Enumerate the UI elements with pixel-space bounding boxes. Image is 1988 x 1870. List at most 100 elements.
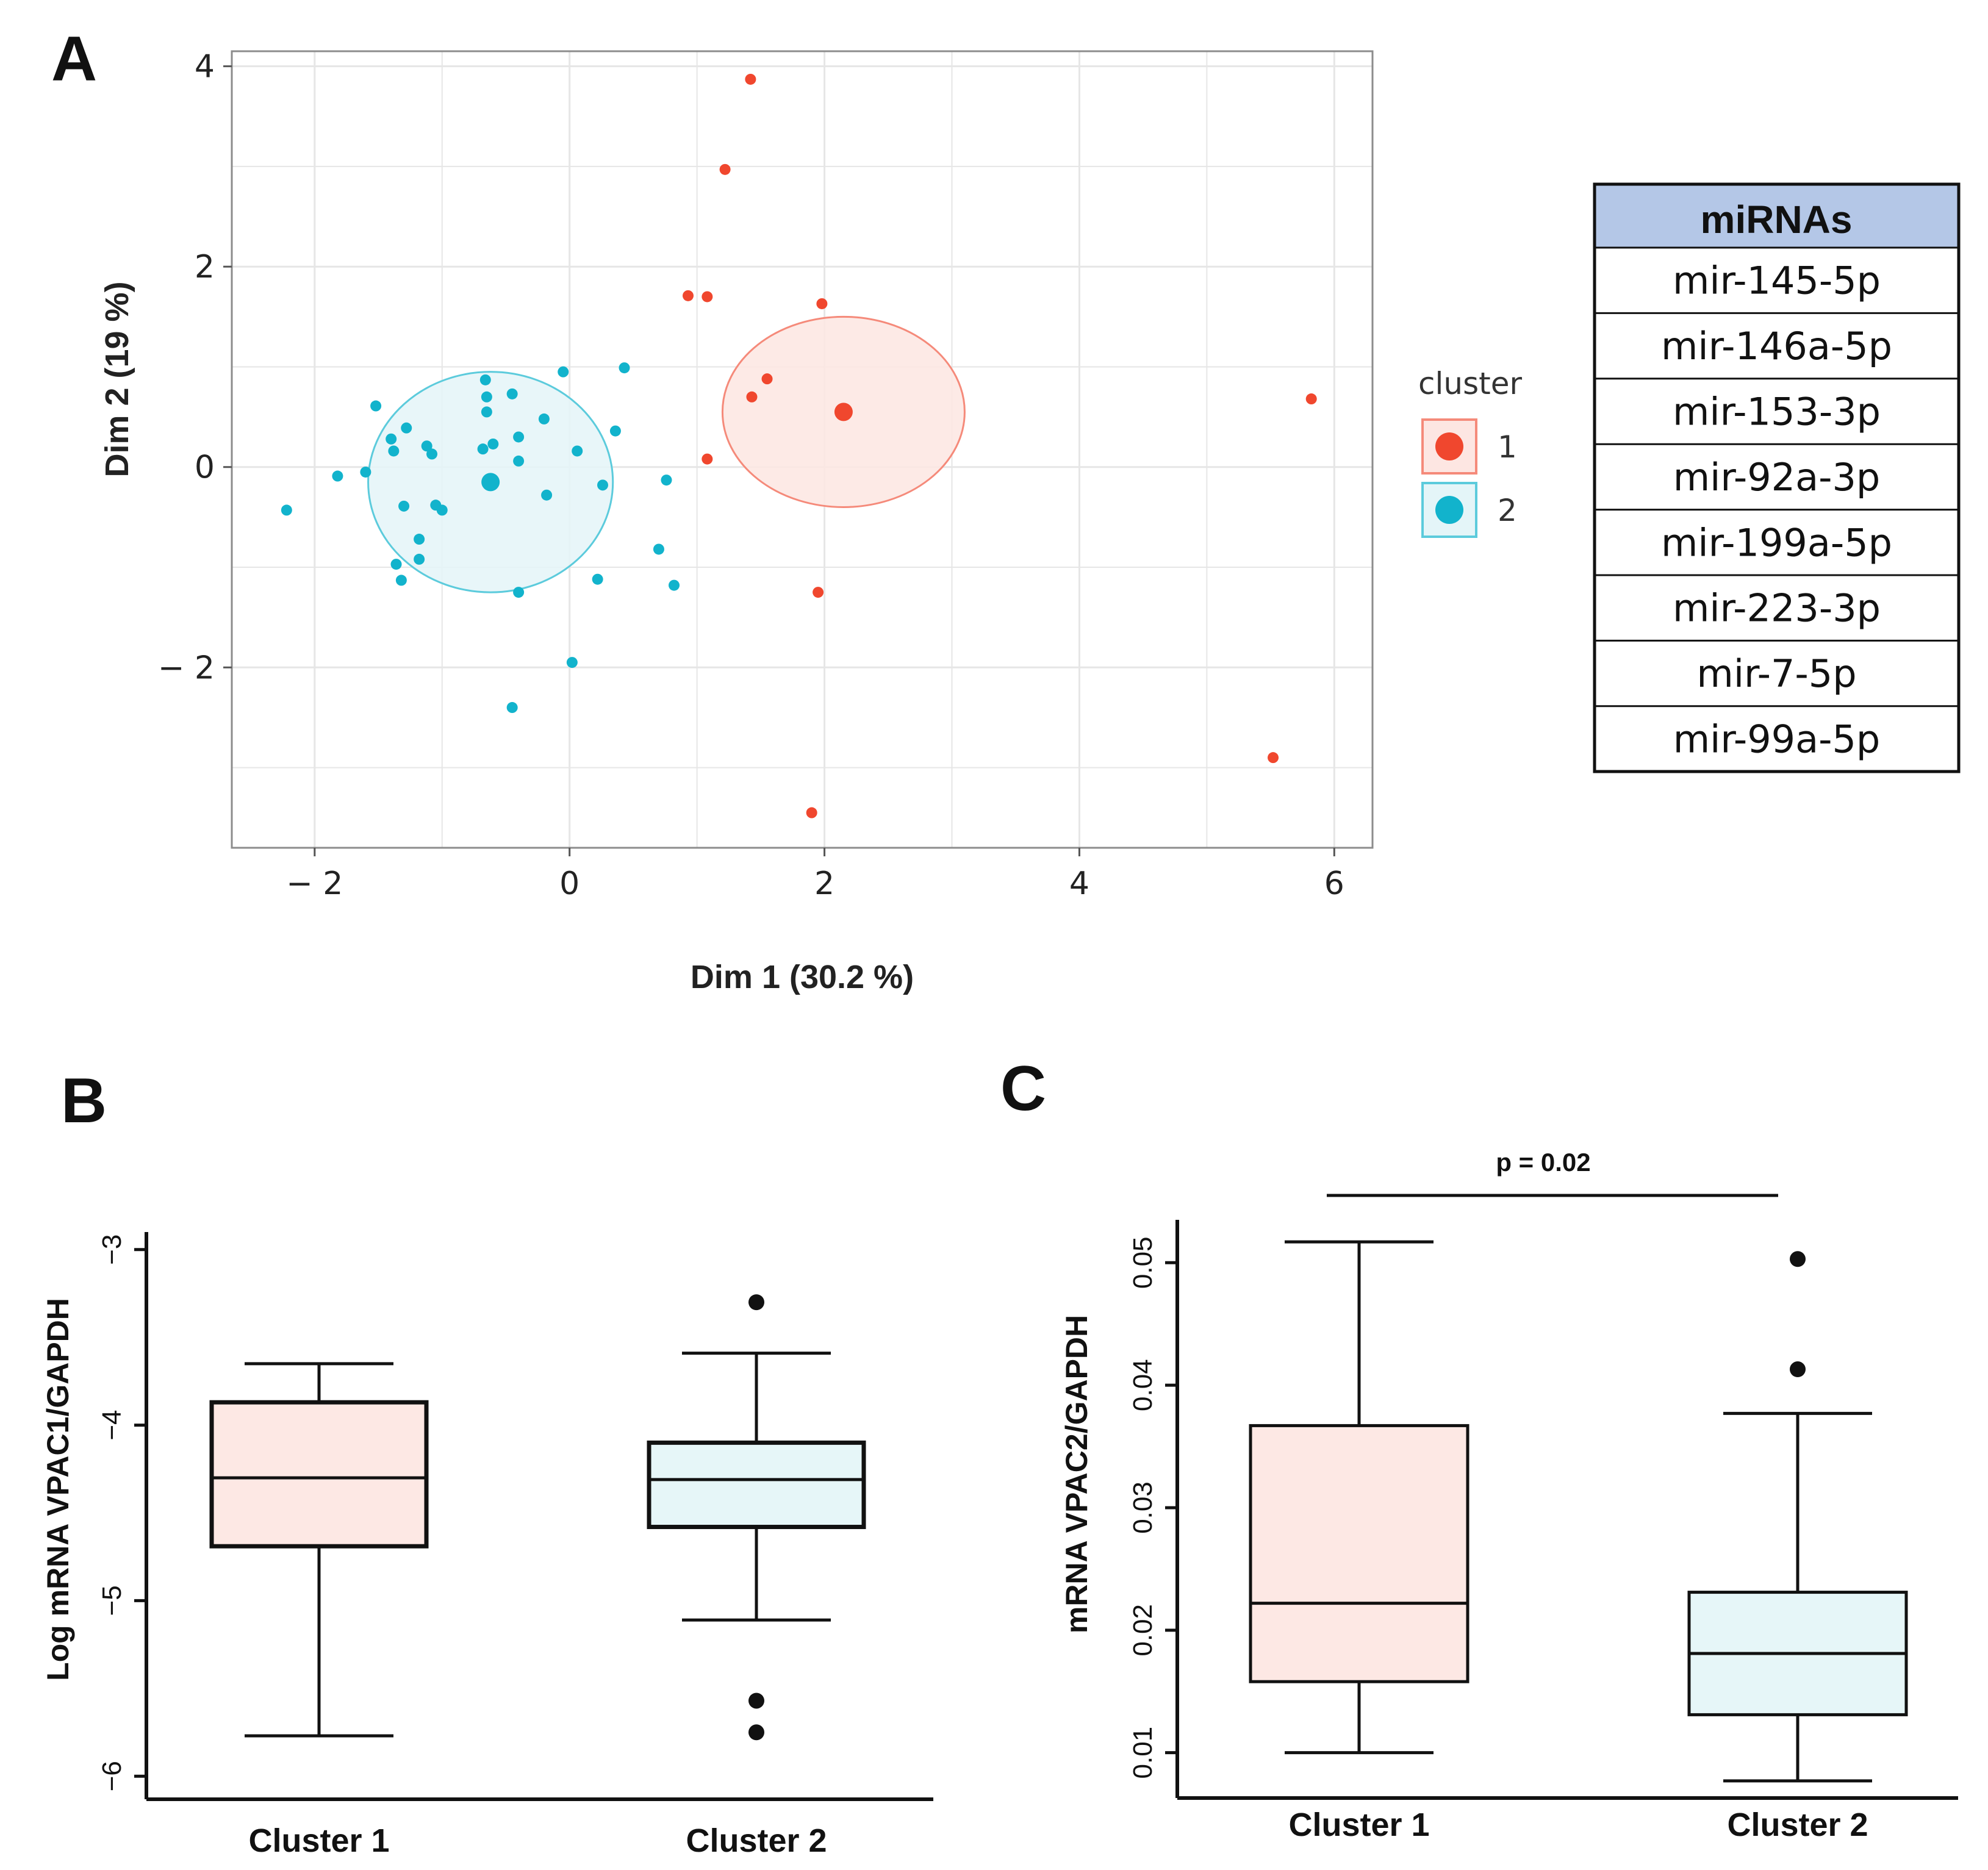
data-point-cluster-1 bbox=[806, 807, 817, 819]
data-point-cluster-2 bbox=[541, 489, 553, 501]
y-tick-label: 0.05 bbox=[1128, 1236, 1158, 1289]
panel-label-b: B bbox=[61, 1066, 107, 1136]
mirna-row: mir-199a-5p bbox=[1661, 520, 1892, 565]
x-tick-label: 0 bbox=[559, 865, 580, 902]
outlier-point bbox=[1790, 1361, 1806, 1378]
pca-x-axis-title: Dim 1 (30.2 %) bbox=[691, 959, 914, 995]
data-point-cluster-2 bbox=[506, 388, 518, 399]
data-point-cluster-1 bbox=[745, 73, 756, 85]
data-point-cluster-2 bbox=[566, 657, 578, 668]
data-point-cluster-2 bbox=[513, 431, 525, 443]
panel-label-c: C bbox=[1000, 1053, 1046, 1124]
data-point-cluster-2 bbox=[609, 425, 621, 437]
data-point-cluster-2 bbox=[370, 400, 382, 412]
vpac2-boxplot: 0.01 0.02 0.03 0.04 0.05 Cluster 1 Cluster 2 bbox=[1128, 1220, 1958, 1843]
x-category-label: Cluster 2 bbox=[686, 1822, 827, 1859]
mirna-table-header: miRNAs bbox=[1701, 198, 1853, 242]
x-category-label: Cluster 1 bbox=[1288, 1807, 1429, 1843]
data-point-cluster-1 bbox=[746, 391, 758, 403]
centroid-cluster-2 bbox=[481, 473, 500, 492]
y-tick-label: 2 bbox=[195, 249, 215, 285]
legend-label-cluster-2: 2 bbox=[1498, 493, 1517, 528]
data-point-cluster-1 bbox=[719, 163, 731, 175]
mirna-table-border bbox=[1593, 182, 1961, 773]
data-point-cluster-2 bbox=[487, 438, 499, 450]
data-point-cluster-2 bbox=[513, 455, 525, 467]
data-point-cluster-2 bbox=[481, 406, 492, 418]
data-point-cluster-1 bbox=[816, 298, 828, 309]
data-point-cluster-2 bbox=[479, 374, 491, 385]
pca-scatter-plot: − 2 0 2 4 6 − 2 0 2 4 bbox=[158, 49, 1374, 902]
pca-y-axis-title: Dim 2 (19 %) bbox=[99, 281, 135, 477]
y-tick-label: −6 bbox=[97, 1761, 127, 1791]
x-category-label: Cluster 2 bbox=[1727, 1807, 1868, 1843]
mirna-table: miRNAs mir-145-5p mir-146a-5p mir-153-3p mi… bbox=[1593, 182, 1961, 773]
data-point-cluster-2 bbox=[597, 479, 609, 491]
data-point-cluster-2 bbox=[436, 504, 448, 516]
data-point-cluster-2 bbox=[426, 448, 438, 460]
x-tick-label: 4 bbox=[1069, 865, 1089, 902]
legend-title: cluster bbox=[1418, 366, 1522, 401]
data-point-cluster-1 bbox=[683, 290, 694, 301]
pca-y-ticks: − 2 0 2 4 bbox=[158, 49, 232, 686]
vpac2-y-axis-title: mRNA VPAC2/GAPDH bbox=[1060, 1315, 1094, 1633]
data-point-cluster-2 bbox=[332, 470, 343, 482]
pca-x-ticks: − 2 0 2 4 6 bbox=[286, 848, 1344, 902]
mirna-row: mir-92a-3p bbox=[1673, 455, 1881, 500]
data-point-cluster-2 bbox=[477, 443, 489, 455]
legend-key-cluster-2 bbox=[1421, 482, 1477, 538]
outlier-point bbox=[748, 1724, 764, 1741]
data-point-cluster-2 bbox=[414, 553, 425, 565]
y-tick-label: 0.01 bbox=[1128, 1727, 1158, 1779]
y-tick-label: −4 bbox=[97, 1410, 127, 1441]
data-point-cluster-1 bbox=[702, 453, 713, 465]
y-tick-label: −5 bbox=[97, 1585, 127, 1616]
data-point-cluster-2 bbox=[401, 422, 412, 434]
data-point-cluster-2 bbox=[421, 440, 432, 452]
data-point-cluster-2 bbox=[669, 579, 680, 591]
mirna-row: mir-145-5p bbox=[1673, 259, 1881, 303]
data-point-cluster-1 bbox=[813, 587, 824, 598]
y-tick-label: 0 bbox=[195, 450, 215, 486]
mirna-row: mir-153-3p bbox=[1673, 390, 1881, 434]
pca-points bbox=[281, 73, 1317, 819]
data-point-cluster-2 bbox=[653, 543, 664, 555]
mirna-table-header-bg bbox=[1595, 184, 1959, 248]
y-tick-label: 4 bbox=[195, 49, 215, 85]
mirna-row: mir-223-3p bbox=[1673, 586, 1881, 631]
p-value-annotation: p = 0.02 bbox=[1496, 1148, 1590, 1177]
data-point-cluster-2 bbox=[388, 445, 400, 457]
y-tick-label: −3 bbox=[97, 1234, 127, 1265]
data-point-cluster-1 bbox=[1268, 752, 1279, 764]
data-point-cluster-2 bbox=[414, 534, 425, 545]
x-tick-label: 2 bbox=[814, 865, 834, 902]
data-point-cluster-2 bbox=[558, 366, 569, 378]
data-point-cluster-1 bbox=[1305, 393, 1317, 405]
x-tick-label: − 2 bbox=[286, 865, 343, 902]
data-point-cluster-2 bbox=[538, 413, 550, 425]
box-cluster-1 bbox=[1249, 1424, 1469, 1683]
data-point-cluster-2 bbox=[398, 500, 410, 512]
data-point-cluster-2 bbox=[572, 445, 583, 457]
outlier-point bbox=[748, 1693, 764, 1709]
outlier-point bbox=[1790, 1251, 1806, 1267]
vpac1-boxplot: −6 −5 −4 −3 Cluster 1 Cluster 2 bbox=[97, 1232, 933, 1859]
y-tick-label: 0.03 bbox=[1128, 1481, 1158, 1534]
x-category-label: Cluster 1 bbox=[248, 1822, 389, 1859]
box-cluster-2 bbox=[647, 1440, 866, 1530]
data-point-cluster-2 bbox=[360, 466, 371, 478]
data-point-cluster-2 bbox=[592, 573, 603, 585]
y-tick-label: 0.04 bbox=[1128, 1359, 1158, 1411]
data-point-cluster-2 bbox=[506, 702, 518, 714]
mirna-row: mir-146a-5p bbox=[1661, 324, 1892, 368]
pca-legend: cluster 1 2 bbox=[1418, 366, 1522, 538]
legend-label-cluster-1: 1 bbox=[1498, 429, 1517, 465]
data-point-cluster-2 bbox=[661, 475, 672, 486]
data-point-cluster-2 bbox=[513, 587, 525, 598]
data-point-cluster-1 bbox=[761, 373, 773, 385]
x-tick-label: 6 bbox=[1324, 865, 1344, 902]
pca-plot-border bbox=[231, 50, 1374, 849]
data-point-cluster-1 bbox=[702, 291, 713, 303]
panel-label-a: A bbox=[51, 24, 97, 95]
